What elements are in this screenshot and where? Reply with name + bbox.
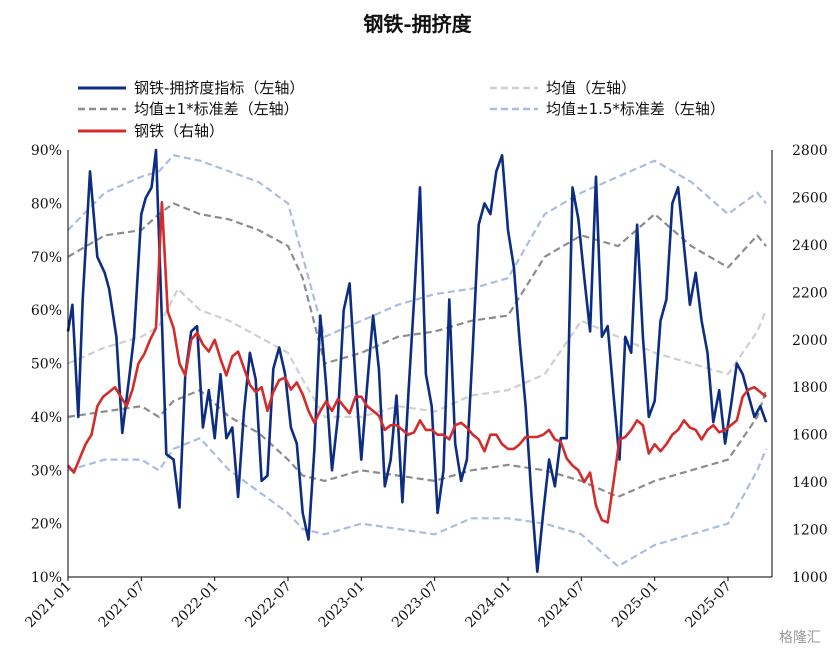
series-line-band15-4 [67,154,767,338]
y-left-tick-label: 10% [31,570,62,586]
y-left-tick-label: 40% [31,410,62,426]
x-tick-label: 2022-07 [242,579,294,631]
y-left-tick-label: 50% [31,357,62,373]
chart-legend: 钢铁-拥挤度指标（左轴） 均值（左轴） 均值±1*标准差（左轴） 均值±1.5*标准差… [78,79,725,140]
x-tick-label: 2021-01 [22,579,74,631]
legend-label-crowding: 钢铁-拥挤度指标（左轴） [134,79,304,97]
y-right-tick-label: 2400 [792,238,828,254]
y-left-tick-label: 20% [31,517,62,533]
y-right-tick-label: 1200 [792,523,828,539]
y-right-tick-label: 1800 [792,380,828,396]
x-tick-label: 2023-01 [316,579,368,631]
y-left-tick-label: 30% [31,463,62,479]
watermark-text: 格隆汇 [779,630,821,646]
x-tick-label: 2024-01 [462,579,514,631]
series-line-mean-1 [67,287,768,418]
axes: 10% 20% 30% 40% 50% 60% 70% 80% 90% 1000 1200 1400 1… [22,143,827,631]
y-right-tick-label: 2000 [792,333,828,349]
series-line-band1-3 [67,389,768,498]
series-line-crowding-0 [66,148,768,574]
y-left-tick-label: 60% [31,303,62,319]
plot-area [66,148,768,574]
x-tick-label: 2021-07 [96,579,148,631]
y-right-tick-label: 2800 [792,143,828,159]
x-tick-label: 2025-07 [682,579,734,631]
x-tick-label: 2024-07 [536,579,588,631]
y-left-tick-label: 70% [31,250,62,266]
legend-label-band1: 均值±1*标准差（左轴） [134,100,299,118]
x-tick-label: 2025-01 [609,579,661,631]
watermark-logo: 格隆汇 [779,627,821,647]
y-right-tick-label: 1600 [792,428,828,444]
y-right-tick-label: 2600 [792,190,828,206]
legend-label-mean: 均值（左轴） [546,79,636,97]
series-line-band15-5 [67,437,768,568]
chart-title: 钢铁-拥挤度 [363,12,472,36]
y-right-tick-label: 1000 [792,570,828,586]
y-right-tick-label: 1400 [792,475,828,491]
x-tick-label: 2023-07 [389,579,441,631]
series-line-band1-2 [67,202,767,365]
x-tick-label: 2022-01 [169,579,221,631]
y-left-tick-label: 90% [31,143,62,159]
series-line-steel-6 [67,200,767,524]
y-left-tick-label: 80% [31,196,62,212]
legend-label-steel: 钢铁（右轴） [134,122,224,140]
legend-label-band15: 均值±1.5*标准差（左轴） [546,100,725,118]
y-right-tick-label: 2200 [792,285,828,301]
